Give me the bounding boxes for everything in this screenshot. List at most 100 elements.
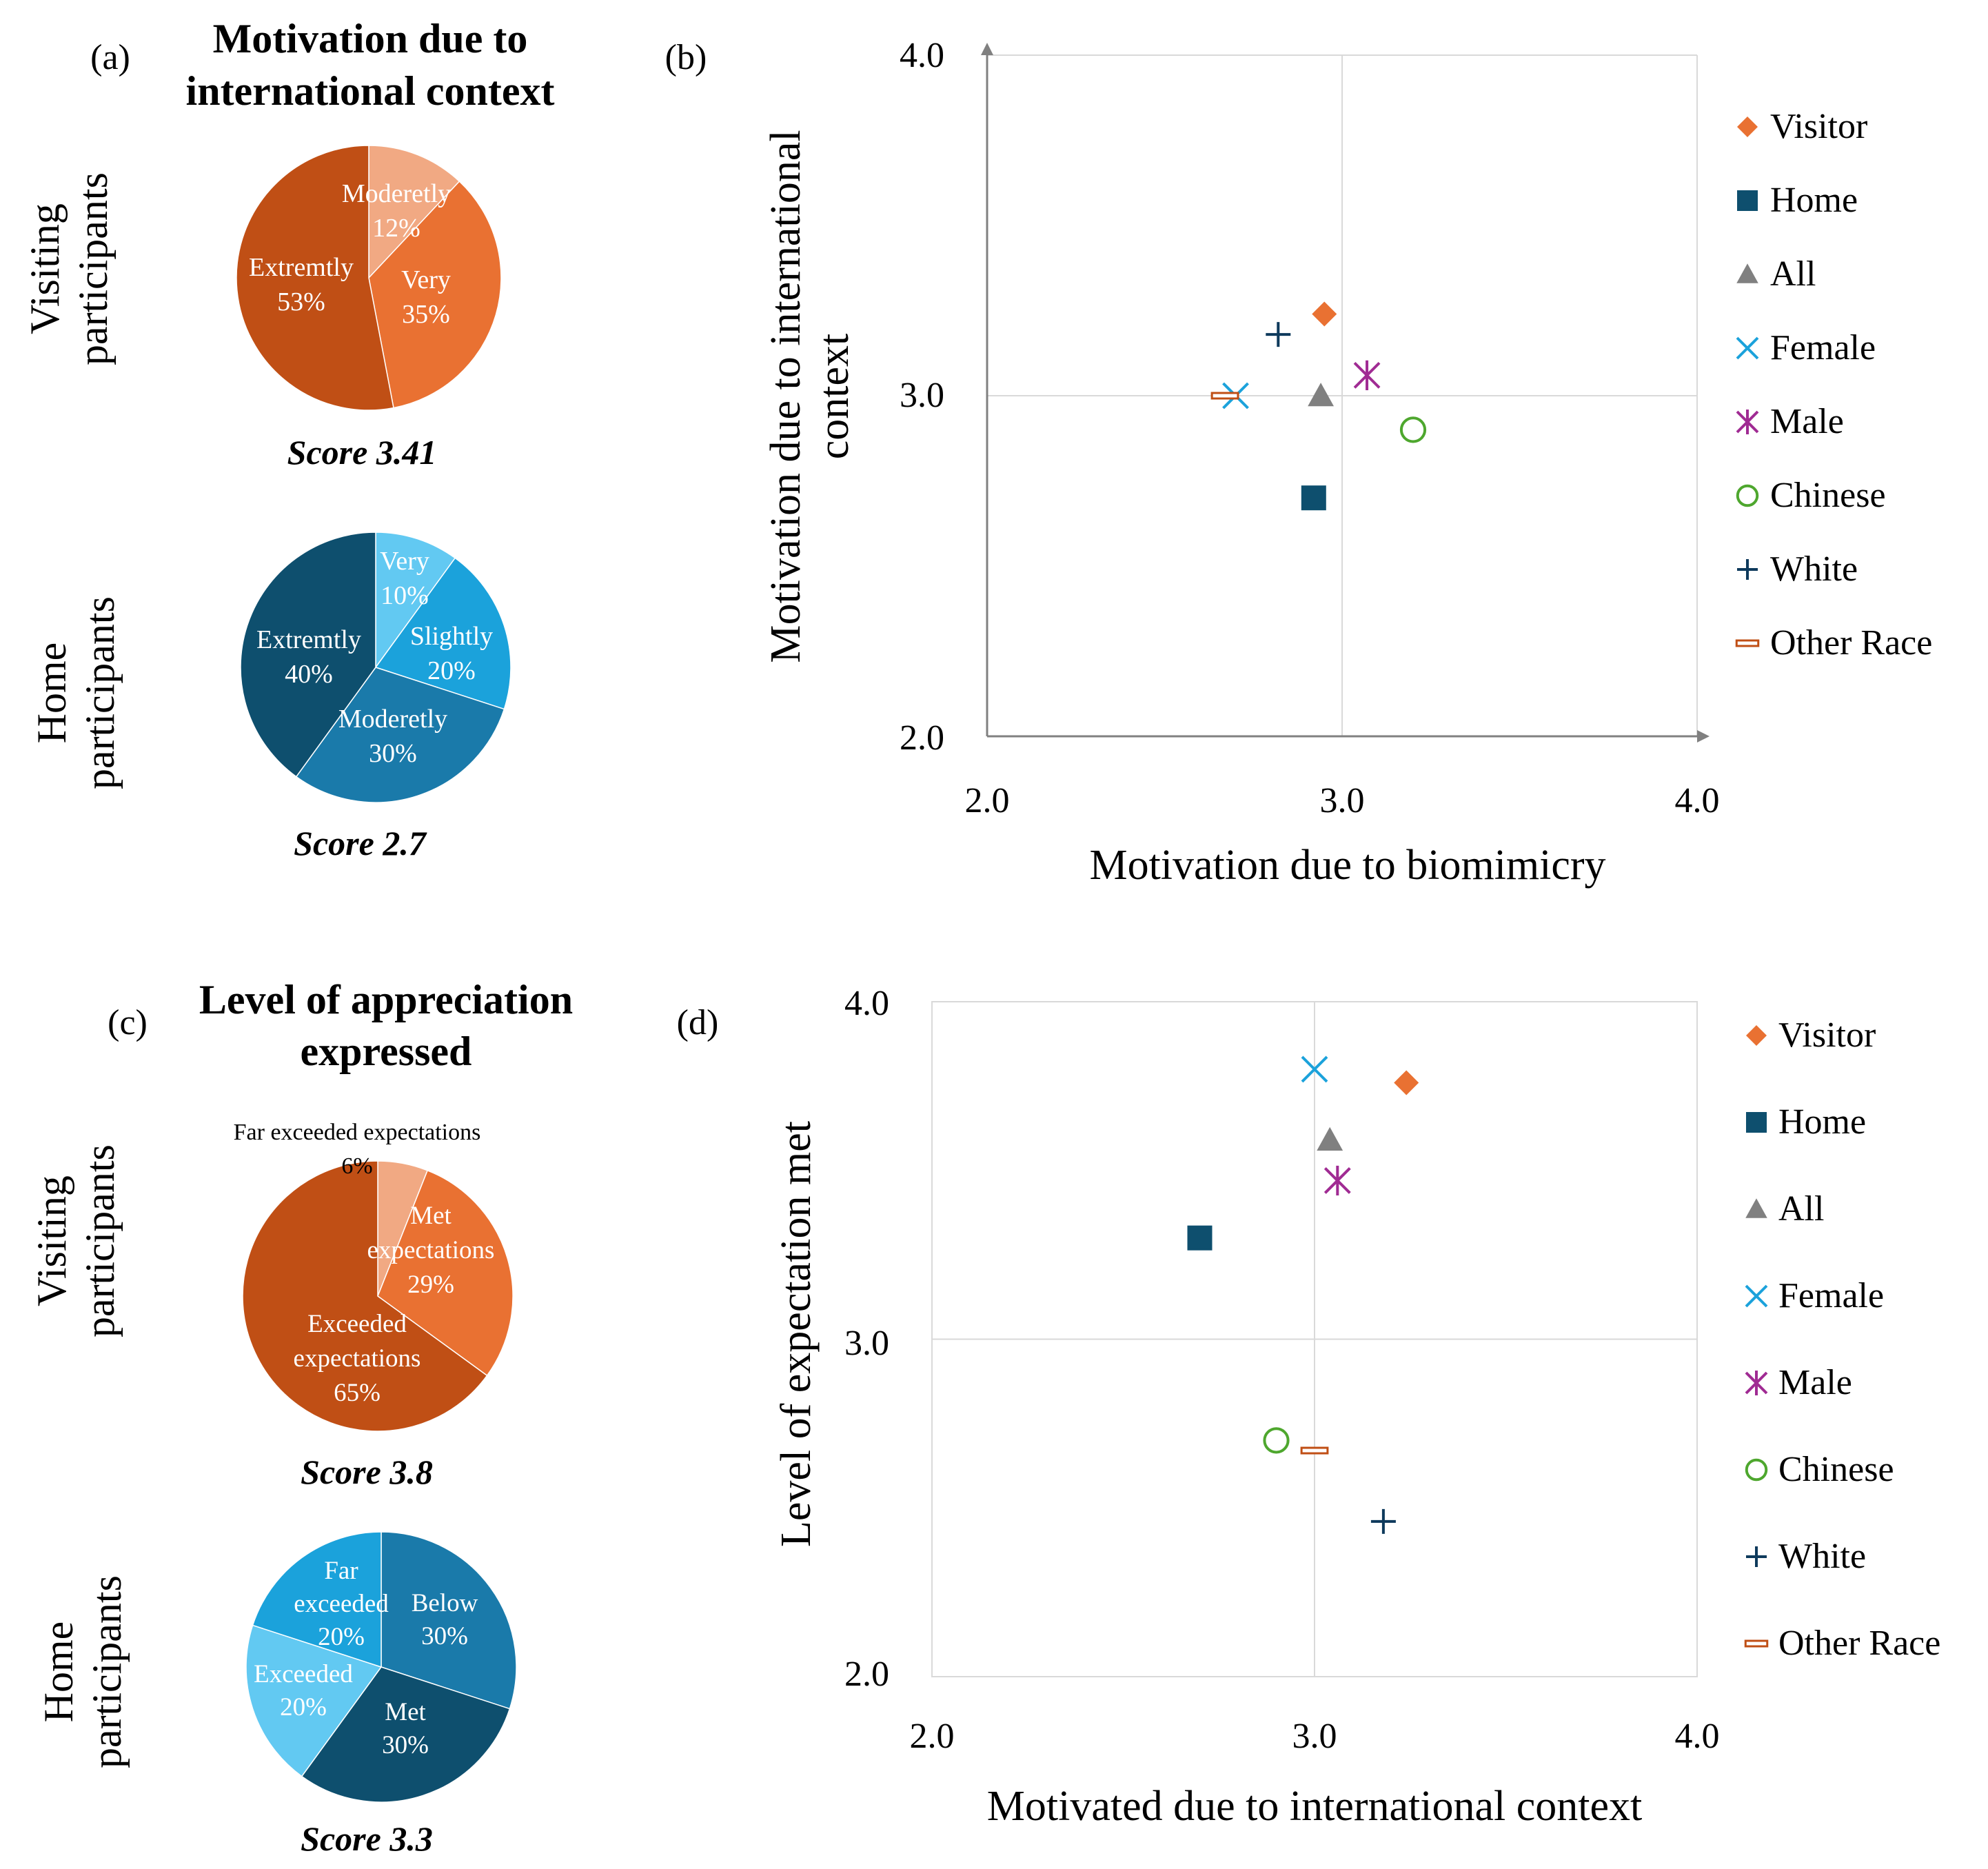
legend-label: Female bbox=[1770, 328, 1876, 367]
pie-label-met-expectations-pct: 29% bbox=[407, 1271, 454, 1299]
marker-white-legend bbox=[1746, 1546, 1767, 1567]
pie-label-extremtly-pct: 53% bbox=[277, 287, 325, 316]
pie-label-far-exceeded-pct: 20% bbox=[318, 1623, 365, 1651]
legend-label: Other Race bbox=[1778, 1624, 1940, 1663]
marker-other-race-legend bbox=[1735, 639, 1760, 647]
x-tick-label: 3.0 bbox=[1292, 1717, 1337, 1756]
marker-chinese-legend bbox=[1736, 484, 1759, 507]
legend-item-male: Male bbox=[1736, 402, 1844, 441]
legend-label: Other Race bbox=[1770, 623, 1932, 663]
legend-item-home: Home bbox=[1746, 1102, 1866, 1142]
legend-item-white: White bbox=[1746, 1537, 1866, 1576]
pie-label-very: Very bbox=[401, 265, 451, 294]
pie-label-met-pct: 30% bbox=[382, 1731, 429, 1759]
pie-slice-moderetly bbox=[368, 145, 460, 279]
pie-label-exceeded-expectations-pct: 65% bbox=[334, 1379, 381, 1407]
pie-c-home-score: Score 3.3 bbox=[301, 1819, 433, 1858]
legend: Visitor Home All Female Male Chinese White Othe… bbox=[1735, 107, 1932, 663]
y-axis-title-line1: Motivation due to international bbox=[762, 130, 809, 663]
marker-chinese-legend bbox=[1745, 1458, 1768, 1482]
legend-item-other-race: Other Race bbox=[1735, 623, 1932, 663]
panel-label-c: (c) bbox=[108, 1003, 148, 1042]
y-axis-title-line2: context bbox=[811, 334, 858, 460]
legend-item-all: All bbox=[1736, 254, 1816, 294]
pie-slice-exceeded bbox=[245, 1624, 383, 1777]
panel-c-visiting-row-label: Visiting participants bbox=[29, 1144, 123, 1337]
legend-item-visitor: Visitor bbox=[1737, 107, 1867, 146]
row-label-line1: Home bbox=[36, 1622, 81, 1723]
pie-c-home: Below 30% Met 30% Exceeded 20% Far exceeded 20% bbox=[245, 1531, 517, 1803]
pie-a-home-score: Score 2.7 bbox=[294, 824, 427, 862]
marker-visitor-legend bbox=[1746, 1025, 1767, 1046]
legend-label: Chinese bbox=[1770, 476, 1886, 515]
pie-label-very: Very bbox=[380, 547, 429, 576]
pie-label-exceeded: Exceeded bbox=[254, 1660, 353, 1688]
legend-label: Visitor bbox=[1770, 107, 1867, 146]
pie-slice-met bbox=[301, 1666, 511, 1803]
legend-label: Home bbox=[1778, 1102, 1866, 1142]
pie-label-moderetly: Moderetly bbox=[342, 179, 451, 208]
legend-item-all: All bbox=[1745, 1189, 1824, 1229]
pie-label-below-pct: 30% bbox=[421, 1622, 468, 1650]
pie-label-extremtly-pct: 40% bbox=[285, 660, 333, 689]
marker-home bbox=[1187, 1225, 1213, 1251]
y-axis-arrow bbox=[981, 43, 993, 55]
marker-chinese bbox=[1399, 416, 1427, 443]
row-label-line1: Visiting bbox=[29, 1175, 74, 1306]
marker-all-legend bbox=[1736, 263, 1758, 283]
pie-label-far-exceeded-expectations-pct: 6% bbox=[341, 1153, 372, 1179]
x-tick-label: 4.0 bbox=[1675, 781, 1720, 820]
pie-slice-below bbox=[381, 1531, 517, 1710]
pie-label-far-exceeded: exceeded bbox=[294, 1590, 389, 1618]
legend-item-chinese: Chinese bbox=[1736, 476, 1886, 515]
marker-chinese bbox=[1263, 1427, 1290, 1454]
legend-label: Male bbox=[1770, 402, 1844, 441]
pie-label-below: Below bbox=[412, 1589, 478, 1617]
pie-label-moderetly: Moderetly bbox=[338, 705, 447, 734]
marker-visitor-legend bbox=[1737, 117, 1758, 137]
panel-c-title-line1: Level of appreciation bbox=[199, 977, 573, 1022]
pie-slice-very bbox=[375, 532, 456, 669]
legend-label: Chinese bbox=[1778, 1450, 1894, 1489]
far-exceeded-caption: Far exceeded expectations bbox=[234, 1120, 481, 1145]
pie-label-met-expectations: expectations bbox=[367, 1236, 495, 1264]
marker-all bbox=[1317, 1127, 1343, 1151]
marker-all-legend bbox=[1745, 1198, 1767, 1218]
scatter-d: 2.0 3.0 4.0 2.0 3.0 4.0 Motivated due to inter… bbox=[773, 984, 1940, 1830]
row-label-line1: Home bbox=[29, 643, 74, 744]
legend-label: Home bbox=[1770, 181, 1858, 220]
legend-item-female: Female bbox=[1736, 328, 1876, 367]
x-tick-label: 3.0 bbox=[1320, 781, 1365, 820]
row-label-line2: participants bbox=[77, 1144, 123, 1337]
pie-c-visiting-score: Score 3.8 bbox=[301, 1453, 433, 1491]
legend-label: White bbox=[1778, 1537, 1866, 1576]
pie-label-exceeded-expectations: expectations bbox=[294, 1344, 421, 1373]
legend-label: Female bbox=[1778, 1276, 1884, 1315]
pie-slice-met-expectations bbox=[377, 1169, 514, 1377]
x-axis-arrow bbox=[1697, 730, 1710, 742]
y-axis-title: Level of expectation met bbox=[773, 1121, 820, 1547]
x-axis-title: Motivated due to international context bbox=[987, 1783, 1642, 1830]
legend-item-other-race: Other Race bbox=[1744, 1624, 1940, 1663]
pie-label-extremtly: Extremtly bbox=[256, 625, 361, 654]
marker-home-legend bbox=[1746, 1112, 1767, 1133]
y-tick-label: 3.0 bbox=[844, 1324, 889, 1363]
pie-label-far-exceeded: Far bbox=[324, 1557, 358, 1585]
y-tick-label: 4.0 bbox=[900, 36, 944, 75]
panel-a-title-line2: international context bbox=[186, 68, 555, 114]
y-tick-label: 2.0 bbox=[844, 1655, 889, 1694]
row-label-line2: participants bbox=[77, 596, 123, 789]
pie-label-moderetly-pct: 30% bbox=[369, 739, 417, 768]
marker-male bbox=[1353, 360, 1381, 390]
legend-label: Male bbox=[1778, 1363, 1852, 1402]
marker-male-legend bbox=[1736, 410, 1759, 434]
pie-a-visiting-score: Score 3.41 bbox=[287, 433, 437, 472]
panel-a-visiting-row-label: Visiting participants bbox=[22, 172, 116, 365]
legend-item-male: Male bbox=[1745, 1363, 1852, 1402]
pie-slice-far-exceeded bbox=[252, 1531, 382, 1668]
x-tick-label: 4.0 bbox=[1675, 1717, 1720, 1756]
panel-a-home-row-label: Home participants bbox=[29, 596, 123, 789]
legend-label: White bbox=[1770, 549, 1858, 589]
y-tick-label: 3.0 bbox=[900, 376, 944, 415]
pie-label-exceeded-expectations: Exceeded bbox=[307, 1310, 407, 1338]
